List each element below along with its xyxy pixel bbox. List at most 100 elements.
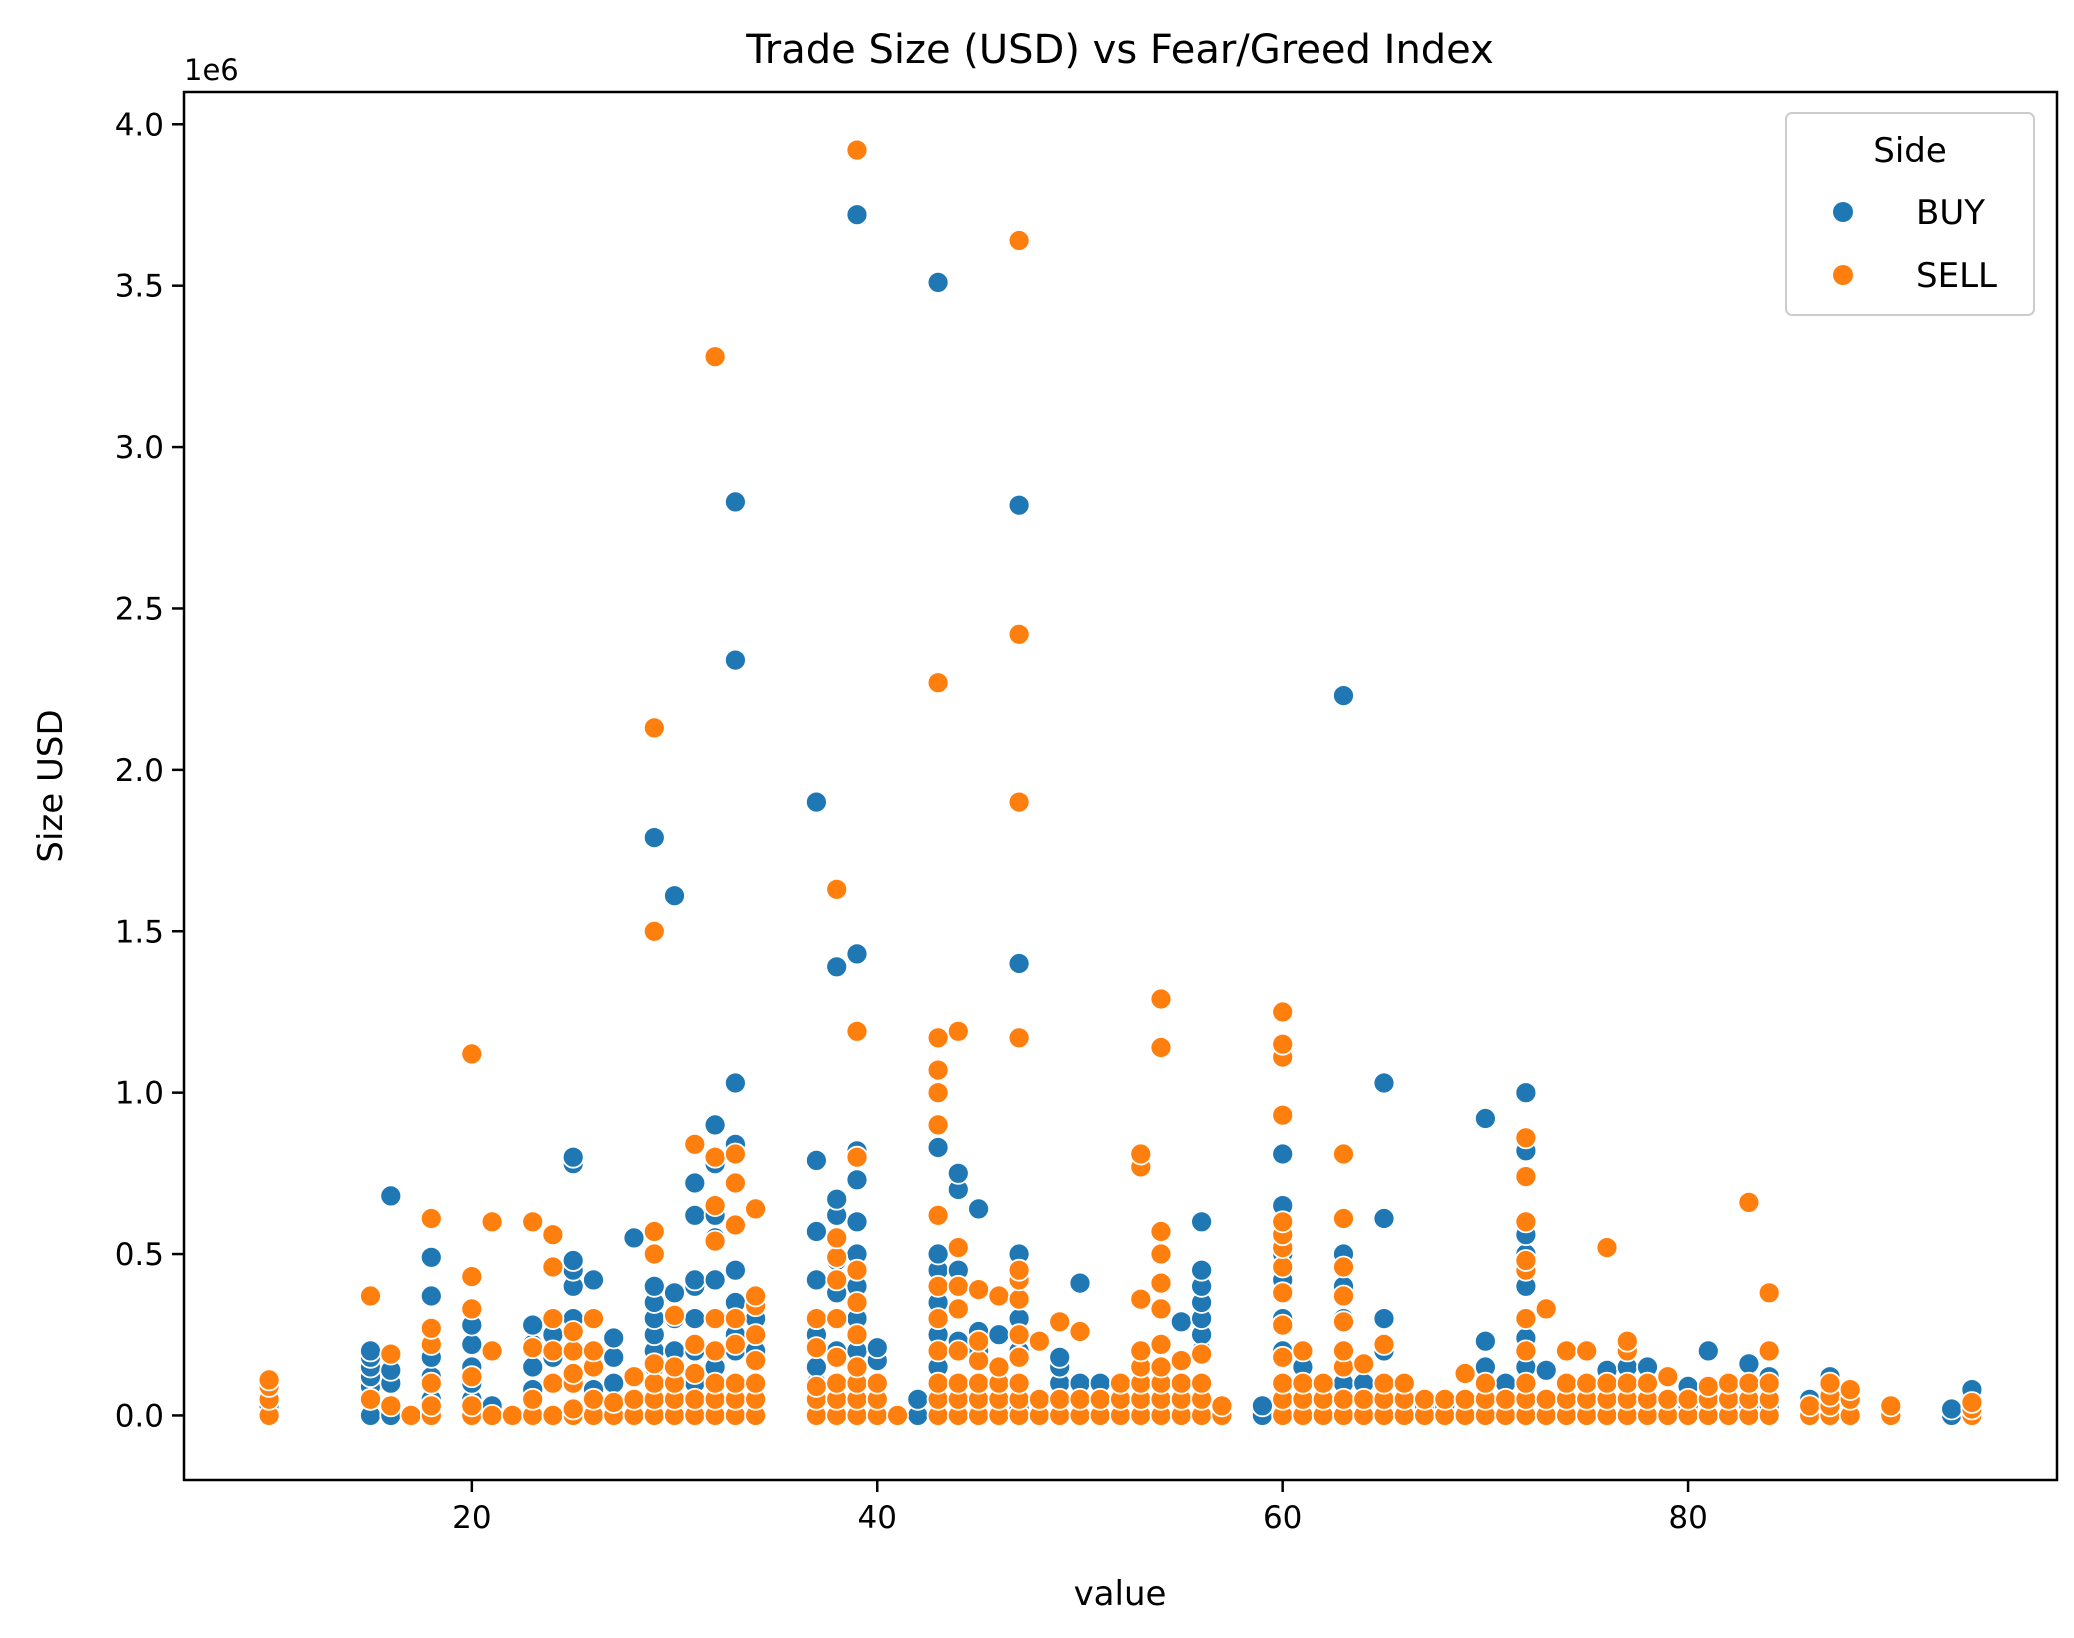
buy-point xyxy=(1251,1394,1274,1418)
sell-point xyxy=(926,1081,950,1105)
x-tick-label: 60 xyxy=(1263,1500,1302,1536)
sell-point xyxy=(703,1371,727,1395)
sell-point xyxy=(1514,1307,1538,1330)
sell-point xyxy=(480,1210,504,1234)
buy-point xyxy=(1068,1271,1092,1295)
sell-point xyxy=(379,1342,403,1366)
sell-point xyxy=(703,1229,727,1253)
sell-point xyxy=(561,1339,585,1363)
sell-point xyxy=(845,1355,869,1379)
sell-point xyxy=(1068,1320,1092,1343)
sell-point xyxy=(1332,1255,1355,1279)
sell-point xyxy=(1271,1255,1295,1279)
sell-point xyxy=(1048,1310,1072,1334)
sell-point xyxy=(419,1207,443,1230)
buy-point xyxy=(642,1274,666,1298)
sell-point xyxy=(480,1339,504,1363)
buy-point xyxy=(906,1387,930,1411)
sell-point xyxy=(1717,1371,1740,1395)
sell-point xyxy=(987,1355,1011,1379)
legend-buy-marker xyxy=(1833,202,1853,222)
buy-point xyxy=(1737,1352,1761,1376)
sell-point xyxy=(744,1371,767,1395)
sell-point xyxy=(1271,1032,1295,1056)
sell-point xyxy=(521,1210,545,1234)
buy-point xyxy=(663,1281,686,1305)
sell-point xyxy=(825,1345,849,1369)
y-tick-label: 3.5 xyxy=(115,269,164,305)
legend-sell-label: SELL xyxy=(1916,256,1997,296)
sell-point xyxy=(805,1307,828,1330)
buy-point xyxy=(1190,1258,1213,1282)
sell-point xyxy=(1007,1287,1031,1311)
sell-point xyxy=(541,1223,565,1247)
buy-point xyxy=(359,1339,382,1363)
sell-point xyxy=(1332,1310,1355,1334)
sell-point xyxy=(1534,1297,1558,1321)
sell-point xyxy=(1656,1387,1680,1411)
x-tick-label: 40 xyxy=(858,1500,897,1536)
y-tick-label: 0.5 xyxy=(115,1237,164,1273)
sell-point xyxy=(1332,1284,1355,1308)
sell-point xyxy=(926,671,950,695)
sell-point xyxy=(724,1171,747,1195)
buy-point xyxy=(1372,1207,1396,1230)
sell-point xyxy=(1615,1371,1639,1395)
sell-point xyxy=(1007,1345,1031,1369)
sell-point xyxy=(1129,1142,1153,1166)
buy-point xyxy=(845,942,869,966)
sell-point xyxy=(946,1339,970,1363)
sell-point xyxy=(561,1320,585,1343)
buy-point xyxy=(967,1197,990,1221)
buy-point xyxy=(805,790,828,814)
sell-point xyxy=(926,1339,950,1363)
sell-point xyxy=(946,1019,970,1043)
sell-point xyxy=(1271,1000,1295,1024)
sell-point xyxy=(1696,1375,1720,1398)
sell-point xyxy=(460,1297,484,1321)
sell-point xyxy=(1007,1323,1031,1347)
sell-point xyxy=(845,1291,869,1314)
buy-point xyxy=(724,648,747,672)
buy-point xyxy=(582,1268,605,1292)
sell-point xyxy=(1352,1387,1376,1411)
buy-point xyxy=(419,1284,443,1308)
sell-point xyxy=(1332,1207,1355,1230)
sell-point xyxy=(1798,1394,1822,1418)
sell-point xyxy=(359,1284,382,1308)
buy-point xyxy=(460,1333,484,1356)
sell-point xyxy=(703,1307,727,1330)
sell-point xyxy=(1494,1387,1517,1411)
sell-point xyxy=(1757,1339,1781,1363)
plot-area xyxy=(184,92,2057,1480)
sell-point xyxy=(1352,1352,1376,1376)
sell-point xyxy=(1757,1371,1781,1395)
sell-point xyxy=(1068,1387,1092,1411)
sell-point xyxy=(257,1368,281,1392)
sell-point xyxy=(724,1333,747,1356)
y-tick-label: 1.0 xyxy=(115,1076,164,1112)
legend-sell-marker xyxy=(1833,265,1853,285)
sell-point xyxy=(926,1274,950,1298)
sell-point xyxy=(1818,1371,1842,1395)
buy-point xyxy=(724,1258,747,1282)
y-tick-label: 3.0 xyxy=(115,430,164,466)
sell-point xyxy=(683,1387,707,1411)
sell-point xyxy=(541,1255,565,1279)
sell-point xyxy=(724,1142,747,1166)
buy-point xyxy=(1474,1329,1497,1353)
sell-point xyxy=(1332,1387,1355,1411)
buy-point xyxy=(825,955,849,979)
sell-point xyxy=(1636,1371,1659,1395)
buy-point xyxy=(683,1268,707,1292)
legend-box xyxy=(1785,112,2035,316)
buy-point xyxy=(561,1249,585,1272)
sell-point xyxy=(1311,1371,1335,1395)
sell-point xyxy=(1757,1281,1781,1305)
sell-point xyxy=(1007,622,1031,646)
sell-point xyxy=(1190,1371,1213,1395)
sell-point xyxy=(1514,1126,1538,1150)
buy-point xyxy=(845,1168,869,1192)
sell-point xyxy=(1007,790,1031,814)
